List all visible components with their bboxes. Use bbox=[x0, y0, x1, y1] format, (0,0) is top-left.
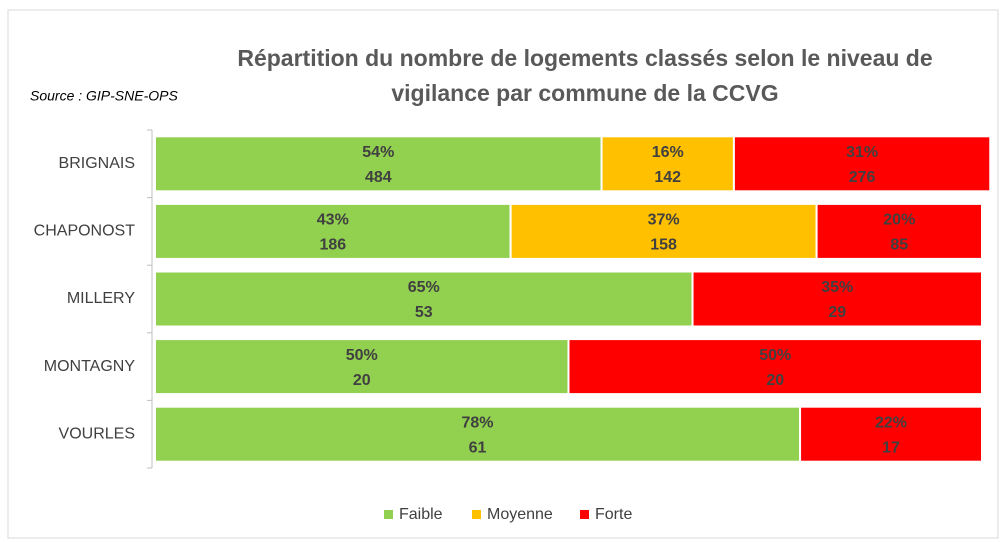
count-label: 142 bbox=[654, 169, 681, 186]
bar-segment bbox=[815, 202, 983, 260]
value-label: 78% bbox=[462, 414, 494, 431]
y-tick-label: BRIGNAIS bbox=[59, 155, 135, 172]
value-label: 37% bbox=[648, 212, 680, 229]
count-label: 186 bbox=[319, 237, 346, 254]
bar-segment bbox=[732, 135, 992, 193]
legend-swatch bbox=[384, 510, 393, 519]
count-label: 17 bbox=[882, 439, 900, 456]
bar-segment bbox=[567, 338, 983, 396]
legend-swatch bbox=[580, 510, 589, 519]
y-tick-label: VOURLES bbox=[59, 425, 135, 442]
chart-title: Répartition du nombre de logements class… bbox=[237, 45, 932, 71]
legend-label: Moyenne bbox=[487, 506, 553, 523]
count-label: 61 bbox=[469, 439, 487, 456]
count-label: 85 bbox=[890, 237, 908, 254]
value-label: 54% bbox=[362, 144, 394, 161]
bar-segment bbox=[509, 202, 818, 260]
value-label: 43% bbox=[317, 212, 349, 229]
bar-segment bbox=[154, 135, 603, 193]
value-label: 35% bbox=[821, 279, 853, 296]
value-label: 20% bbox=[883, 212, 915, 229]
source: Source : GIP-SNE-OPS bbox=[30, 88, 178, 104]
legend-label: Faible bbox=[399, 506, 443, 523]
bar-segment bbox=[691, 270, 983, 328]
value-label: 50% bbox=[346, 347, 378, 364]
y-tick-label: MILLERY bbox=[67, 290, 136, 307]
value-label: 31% bbox=[846, 144, 878, 161]
value-label: 65% bbox=[408, 279, 440, 296]
legend-swatch bbox=[472, 510, 481, 519]
bar-segment bbox=[799, 405, 983, 463]
value-label: 50% bbox=[759, 347, 791, 364]
count-label: 53 bbox=[415, 304, 433, 321]
chart-title: vigilance par commune de la CCVG bbox=[391, 80, 778, 106]
count-label: 29 bbox=[828, 304, 846, 321]
count-label: 484 bbox=[365, 169, 392, 186]
value-label: 16% bbox=[652, 144, 684, 161]
y-tick-label: MONTAGNY bbox=[44, 358, 136, 375]
count-label: 158 bbox=[650, 237, 677, 254]
y-tick-label: CHAPONOST bbox=[34, 223, 136, 240]
bar-segment bbox=[154, 202, 512, 260]
count-label: 20 bbox=[766, 372, 784, 389]
count-label: 20 bbox=[353, 372, 371, 389]
legend-label: Forte bbox=[595, 506, 632, 523]
count-label: 276 bbox=[849, 169, 876, 186]
bar-segment bbox=[600, 135, 735, 193]
value-label: 22% bbox=[875, 414, 907, 431]
